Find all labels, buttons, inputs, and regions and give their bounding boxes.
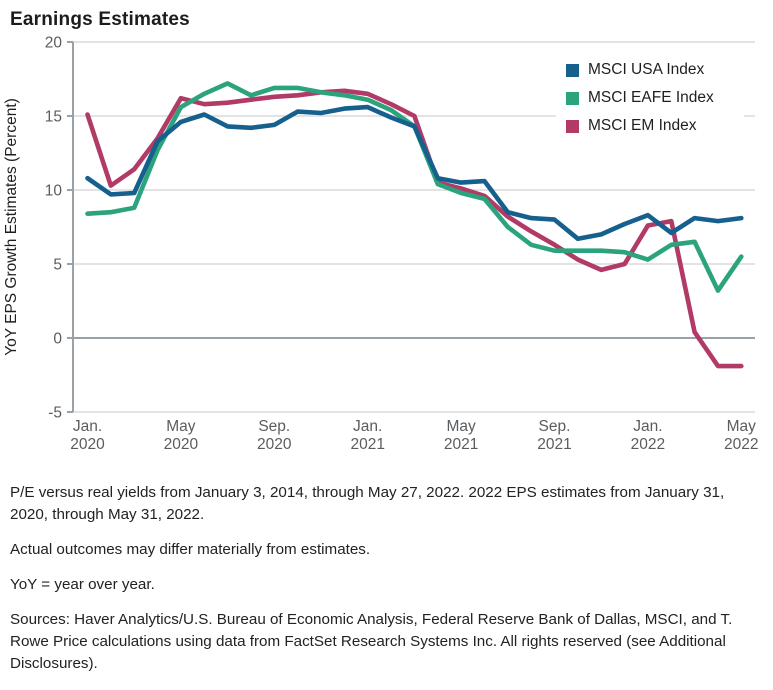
legend-label: MSCI EAFE Index xyxy=(588,89,714,106)
x-tick-label: May 2020 xyxy=(164,418,199,453)
footnotes: P/E versus real yields from January 3, 2… xyxy=(0,482,773,675)
x-tick-label: Jan. 2020 xyxy=(70,418,105,453)
legend-swatch-eafe-icon xyxy=(566,91,579,105)
legend-item-msci-usa: MSCI USA Index xyxy=(566,56,714,84)
x-tick-label: May 2021 xyxy=(444,418,478,453)
y-tick-label: -5 xyxy=(48,405,62,422)
y-tick-label: 15 xyxy=(45,109,62,126)
series-line-msci-em-index xyxy=(85,88,744,369)
earnings-estimates-chart: 20 15 10 5 0 -5 Jan. 2020 May 2020 Sep. 2020 Jan. 202… xyxy=(0,36,773,456)
y-axis-title: YoY EPS Growth Estimates (Percent) xyxy=(3,98,20,356)
y-tick-label: 5 xyxy=(53,257,62,274)
legend-item-msci-em: MSCI EM Index xyxy=(566,112,714,140)
page-title: Earnings Estimates xyxy=(10,9,190,30)
page: Earnings Estimates 20 15 10 5 0 -5 Jan. 2020 May… xyxy=(0,9,773,675)
x-tick-label: Sep. 2020 xyxy=(257,418,292,453)
footnote-sources: Sources: Haver Analytics/U.S. Bureau of … xyxy=(10,611,733,672)
series-line-msci-usa-index xyxy=(85,104,744,242)
legend-label: MSCI USA Index xyxy=(588,61,705,78)
footnote-yoy-definition: YoY = year over year. xyxy=(10,576,155,593)
y-tick-label: 0 xyxy=(53,331,62,348)
x-tick-label: May 2022 xyxy=(724,418,758,453)
x-tick-label: Sep. 2021 xyxy=(537,418,571,453)
chart-legend: MSCI USA Index MSCI EAFE Index MSCI EM I… xyxy=(556,53,744,143)
footnote-disclaimer: Actual outcomes may differ materially fr… xyxy=(10,541,371,558)
y-tick-label: 20 xyxy=(45,36,63,52)
legend-swatch-em-icon xyxy=(566,119,579,133)
y-tick-label: 10 xyxy=(45,183,63,200)
x-tick-label: Jan. 2022 xyxy=(631,418,665,453)
chart-canvas: 20 15 10 5 0 -5 Jan. 2020 May 2020 Sep. 2020 Jan. 202… xyxy=(45,36,759,453)
legend-item-msci-eafe: MSCI EAFE Index xyxy=(566,84,714,112)
x-tick-label: Jan. 2021 xyxy=(350,418,384,453)
legend-swatch-usa-icon xyxy=(566,63,579,77)
footnote-dates: P/E versus real yields from January 3, 2… xyxy=(10,484,725,523)
legend-label: MSCI EM Index xyxy=(588,117,697,134)
